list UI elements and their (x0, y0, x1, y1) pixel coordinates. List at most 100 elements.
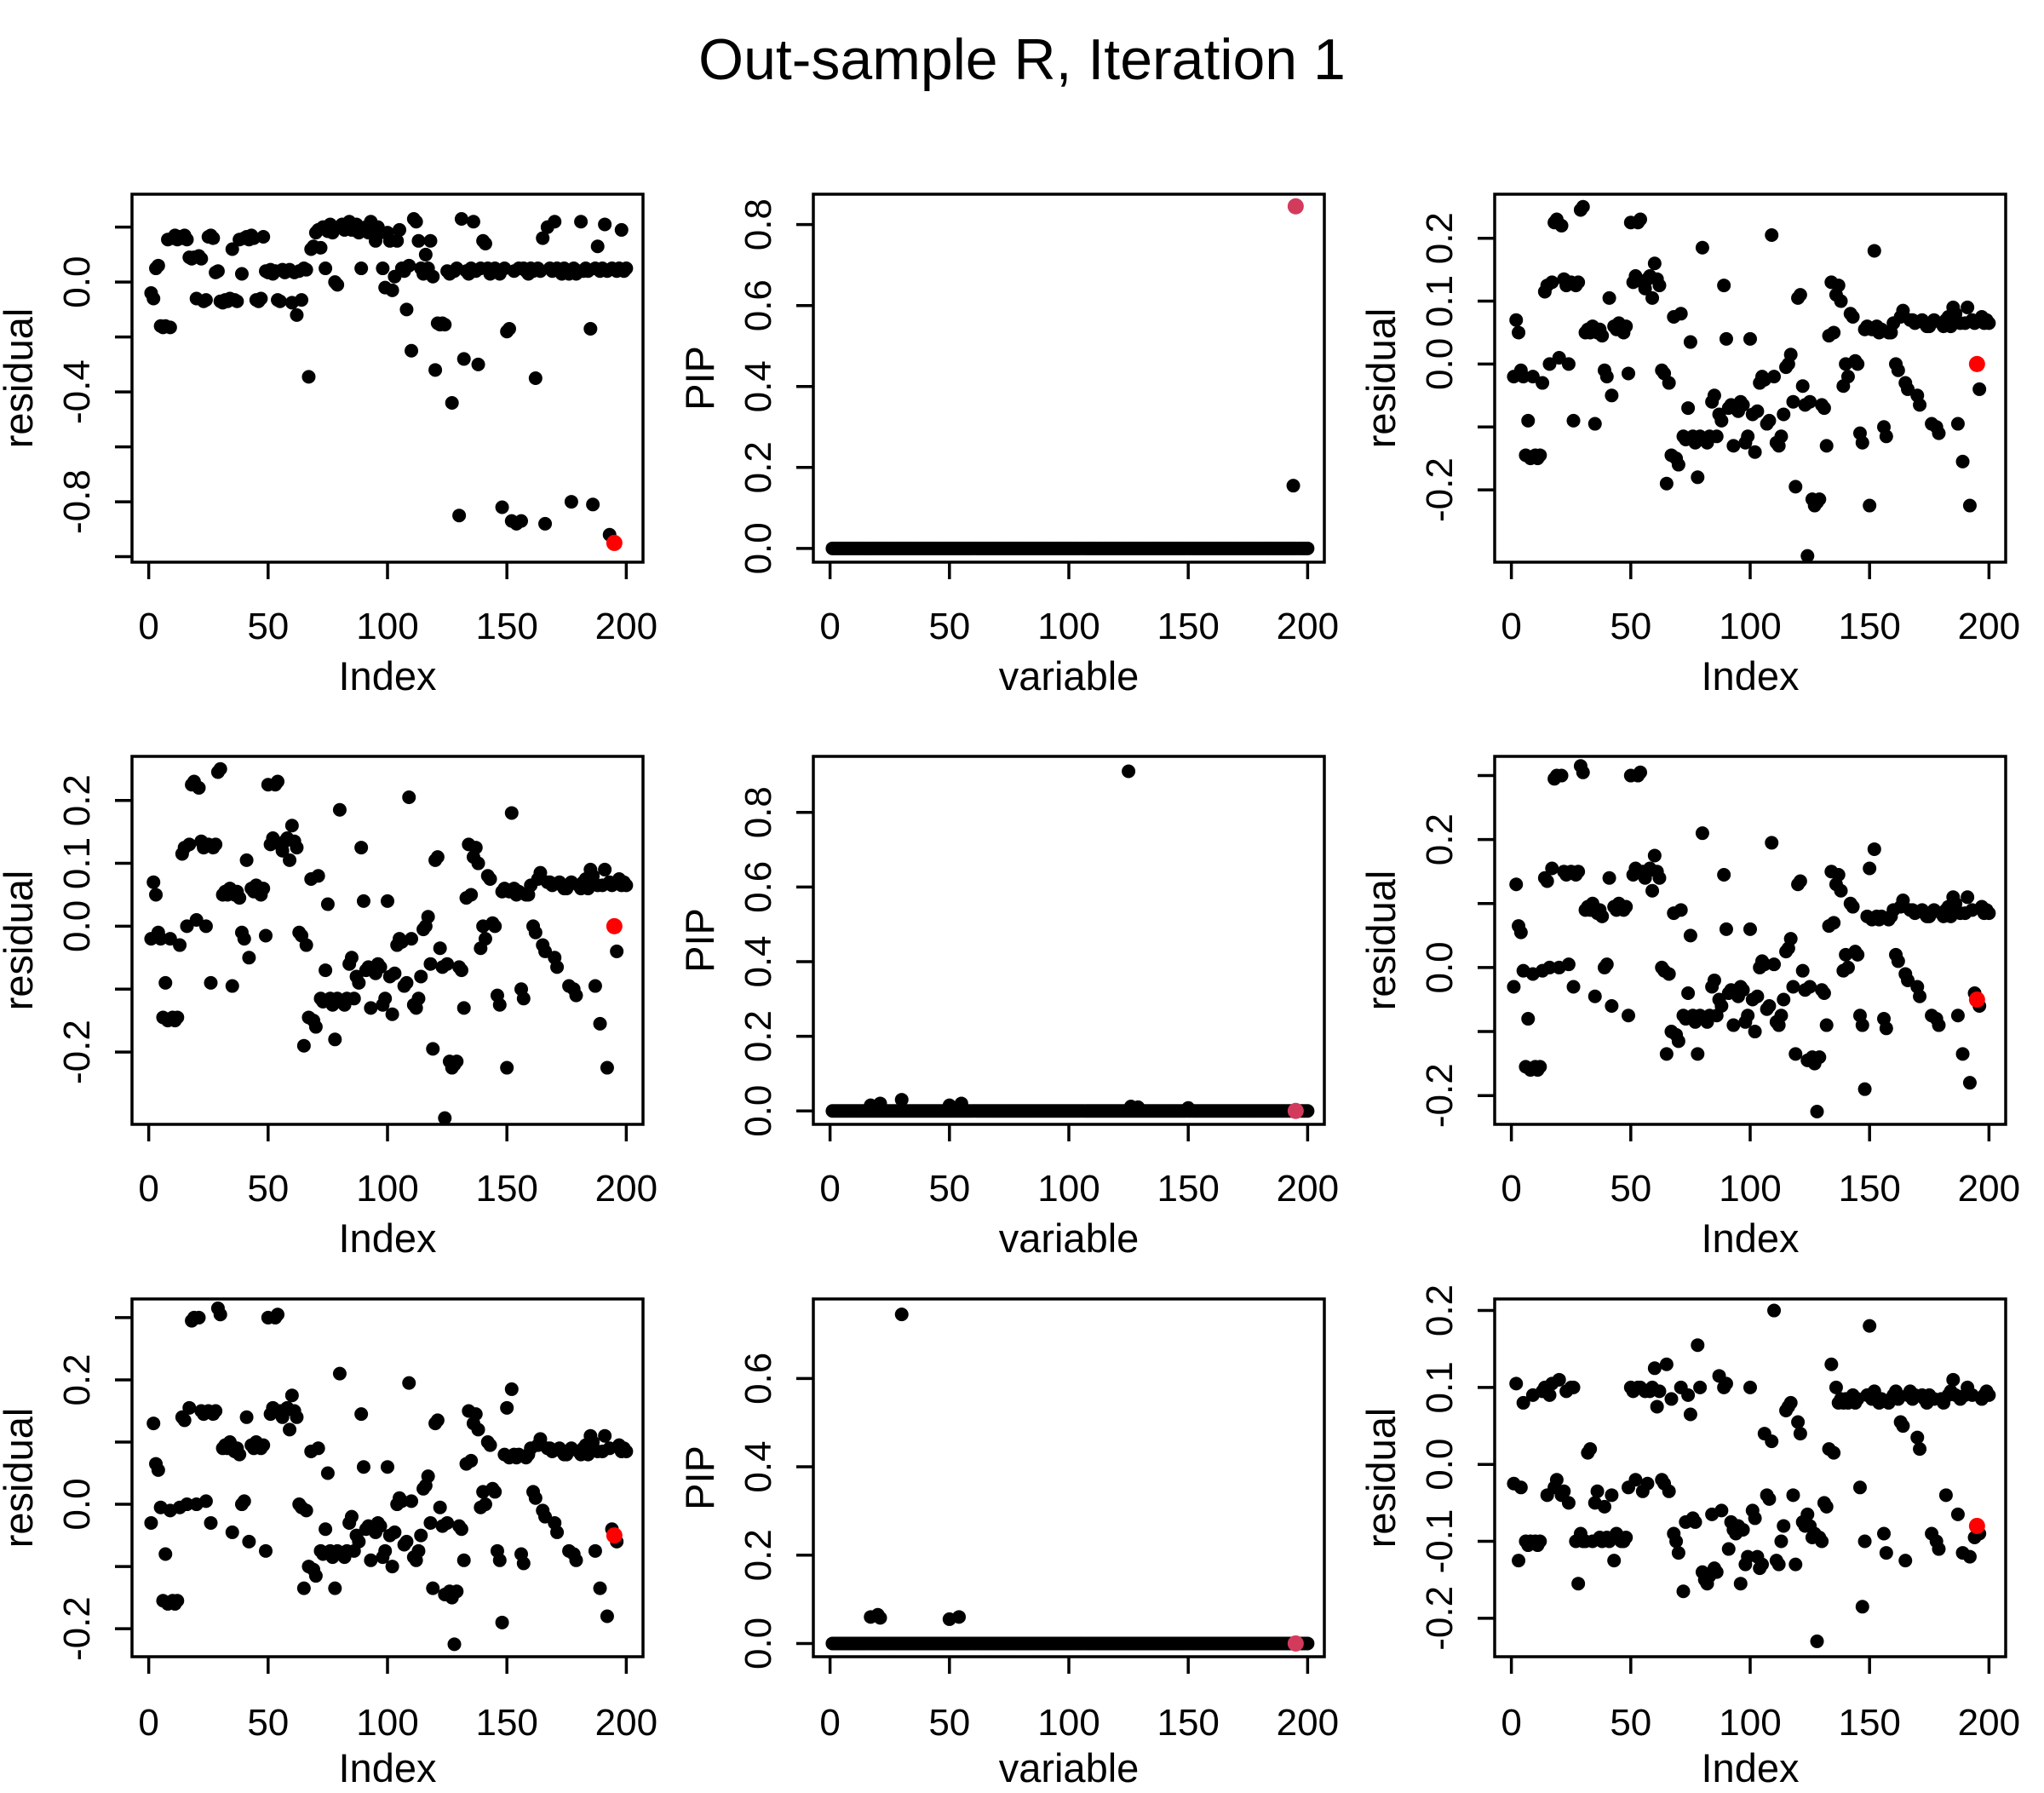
point (1867, 842, 1881, 856)
point (402, 790, 416, 804)
point (259, 1543, 273, 1558)
point (1300, 541, 1315, 555)
point (347, 991, 361, 1006)
point (1757, 957, 1771, 972)
outlier-point (873, 1096, 887, 1111)
point (423, 957, 438, 971)
highlight-point-red (1968, 355, 1985, 372)
point (500, 1400, 514, 1415)
point (254, 291, 268, 306)
point (1633, 765, 1648, 779)
point (1719, 1376, 1733, 1391)
point (1795, 963, 1810, 978)
point (1765, 836, 1779, 850)
point (373, 1519, 388, 1533)
point (468, 841, 483, 855)
point (163, 320, 177, 335)
point (423, 233, 438, 248)
point (1719, 331, 1733, 346)
point (399, 975, 414, 990)
outlier-point (894, 1093, 909, 1107)
pip-plot-1: 0 50 100 150 200 0.0 0.2 0.4 0.6 0.8 PIP variable (677, 119, 1363, 698)
point (225, 1525, 239, 1539)
point (1671, 457, 1685, 472)
point (483, 1438, 497, 1452)
point (1950, 1009, 1965, 1023)
point (1726, 439, 1741, 453)
plot-box (1493, 193, 2007, 564)
point (1765, 1434, 1779, 1449)
y-tick-label: -0.4 (56, 359, 98, 424)
x-tick-label: 200 (1958, 1702, 2020, 1744)
point (574, 215, 589, 229)
point (1755, 1557, 1770, 1572)
point (192, 780, 206, 795)
point (1803, 980, 1817, 994)
point (1896, 303, 1910, 318)
point (256, 229, 271, 244)
point (1683, 335, 1697, 349)
point (381, 1460, 394, 1474)
y-axis: 0.2 0.1 0.0 -0.1 -0.2 (1419, 1284, 1495, 1651)
point (426, 1581, 440, 1595)
point (1819, 439, 1834, 453)
point (583, 321, 598, 336)
highlight-point-pink (1287, 1102, 1304, 1119)
point (1788, 1557, 1803, 1572)
point (1867, 244, 1881, 258)
x-axis-title: Index (339, 1745, 437, 1789)
point (301, 370, 316, 384)
point (1571, 865, 1586, 879)
point (1793, 874, 1807, 888)
point (1910, 1430, 1925, 1445)
point (1846, 310, 1860, 324)
point (1819, 1018, 1834, 1032)
y-tick-label: 0.4 (738, 935, 779, 987)
highlight-point-red (606, 534, 623, 551)
point (1513, 925, 1528, 940)
point (170, 1010, 185, 1025)
point (158, 975, 173, 990)
point (204, 975, 218, 990)
point (1955, 454, 1970, 468)
point (273, 294, 287, 308)
point (1590, 1484, 1605, 1498)
point (1659, 476, 1674, 491)
point (1566, 980, 1581, 994)
x-axis: 0 50 100 150 200 (138, 562, 657, 647)
y-tick-label: 0.4 (738, 360, 779, 412)
point (1691, 1047, 1705, 1061)
point (600, 1060, 614, 1075)
point (1566, 413, 1581, 428)
point (1741, 1009, 1755, 1023)
x-tick-label: 200 (595, 1168, 657, 1210)
point (239, 853, 254, 867)
point (492, 1553, 507, 1567)
point (471, 856, 485, 871)
point (1863, 498, 1877, 513)
point (1810, 1634, 1824, 1648)
point (206, 231, 221, 245)
point (1834, 883, 1848, 898)
point (1767, 370, 1782, 384)
point (173, 938, 187, 952)
point (320, 897, 335, 911)
point (1542, 1388, 1557, 1402)
outlier-point (942, 1098, 956, 1112)
point (1714, 999, 1729, 1014)
point (364, 1553, 378, 1567)
point (332, 802, 347, 817)
point (1741, 429, 1755, 444)
point (1597, 1499, 1611, 1514)
residual-plot-1: 0 50 100 150 200 0.0 -0.4 -0.8 residual Index (0, 119, 681, 698)
x-axis: 0 50 100 150 200 (1501, 1657, 2020, 1744)
point (1750, 404, 1765, 418)
y-tick-label: 0.2 (56, 1353, 98, 1405)
point (1748, 445, 1762, 459)
point (328, 1032, 342, 1047)
point (405, 932, 419, 946)
outlier-point (952, 1610, 967, 1624)
point (619, 878, 634, 893)
point (170, 1594, 185, 1608)
y-axis-title: residual (0, 1408, 41, 1549)
